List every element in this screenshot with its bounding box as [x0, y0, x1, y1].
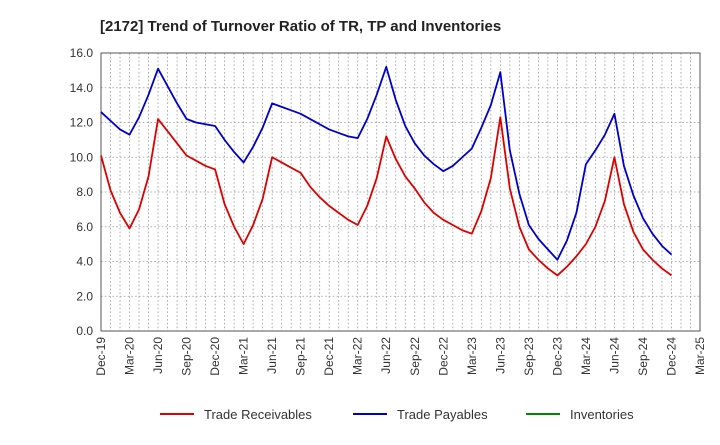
x-tick-label: Jun-24: [607, 337, 621, 374]
y-tick-label: 16.0: [70, 46, 94, 60]
x-tick-label: Mar-23: [465, 337, 479, 375]
grid-layer: [101, 53, 700, 331]
x-tick-label: Dec-22: [436, 337, 450, 376]
x-tick-label: Sep-23: [522, 337, 536, 376]
x-tick-label: Mar-25: [693, 337, 707, 375]
legend: Trade Receivables Trade Payables Inventori…: [160, 407, 634, 422]
chart-title: [2172] Trend of Turnover Ratio of TR, TP…: [100, 18, 501, 35]
x-tick-label: Mar-22: [351, 337, 365, 375]
x-tick-label: Mar-24: [579, 337, 593, 375]
x-tick-label: Jun-20: [151, 337, 165, 374]
plot-frame: [100, 52, 701, 332]
y-tick-label: 12.0: [70, 116, 94, 130]
x-tick-label: Mar-20: [123, 337, 137, 375]
axis-layer: 0.0 2.0 4.0 6.0 8.0 10.0 12.0 14.0 16.0 Dec-19 Mar…: [70, 46, 707, 376]
series-layer: [100, 66, 673, 277]
x-tick-label: Sep-24: [636, 337, 650, 376]
legend-label-trade-payables: Trade Payables: [397, 407, 488, 422]
y-tick-label: 14.0: [70, 81, 94, 95]
y-tick-label: 8.0: [76, 185, 93, 199]
x-tick-label: Dec-19: [94, 337, 108, 376]
y-tick-label: 2.0: [76, 289, 93, 303]
x-tick-label: Mar-21: [237, 337, 251, 375]
x-tick-label: Dec-21: [322, 337, 336, 376]
x-tick-label: Dec-20: [208, 337, 222, 376]
x-tick-label: Sep-21: [294, 337, 308, 376]
y-tick-label: 0.0: [76, 324, 93, 338]
x-tick-label: Sep-20: [180, 337, 194, 376]
y-tick-label: 6.0: [76, 220, 93, 234]
series-line-trade-payables: [100, 66, 673, 261]
x-tick-label: Jun-22: [379, 337, 393, 374]
x-tick-label: Jun-23: [493, 337, 507, 374]
legend-label-inventories: Inventories: [570, 407, 634, 422]
x-tick-label: Jun-21: [265, 337, 279, 374]
y-tick-label: 4.0: [76, 255, 93, 269]
series-line-trade-receivables: [100, 116, 673, 277]
x-tick-label: Sep-22: [408, 337, 422, 376]
x-tick-label: Dec-24: [664, 337, 678, 376]
x-tick-label: Dec-23: [550, 337, 564, 376]
y-tick-label: 10.0: [70, 150, 94, 164]
legend-label-trade-receivables: Trade Receivables: [204, 407, 312, 422]
